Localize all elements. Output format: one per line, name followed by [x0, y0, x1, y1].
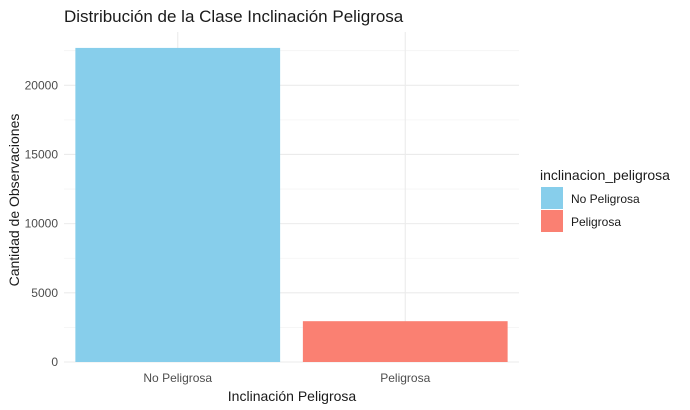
- y-tick-label: 5000: [31, 286, 58, 300]
- legend-label-no-peligrosa: No Peligrosa: [571, 192, 640, 206]
- y-axis-title: Cantidad de Observaciones: [6, 114, 22, 287]
- y-tick-label: 0: [51, 355, 58, 369]
- x-tick-label: Peligrosa: [380, 371, 430, 385]
- y-tick-label: 15000: [25, 147, 59, 161]
- x-axis-title: Inclinación Peligrosa: [228, 388, 357, 404]
- bars: [75, 47, 508, 362]
- legend-label-peligrosa: Peligrosa: [571, 215, 621, 229]
- legend-swatch-peligrosa: [541, 210, 563, 232]
- y-tick-label: 10000: [25, 217, 59, 231]
- y-tick-label: 20000: [25, 78, 59, 92]
- chart-title: Distribución de la Clase Inclinación Pel…: [64, 7, 404, 26]
- bar-no-peligrosa: [75, 47, 281, 362]
- legend-title: inclinacion_peligrosa: [540, 167, 670, 183]
- legend-swatch-no-peligrosa: [541, 187, 563, 209]
- y-axis-ticks: 0 5000 10000 15000 20000: [25, 78, 59, 369]
- x-tick-label: No Peligrosa: [143, 371, 212, 385]
- bar-peligrosa: [302, 321, 508, 362]
- legend: inclinacion_peligrosa No Peligrosa Pelig…: [540, 167, 670, 232]
- x-axis-ticks: No Peligrosa Peligrosa: [143, 371, 430, 385]
